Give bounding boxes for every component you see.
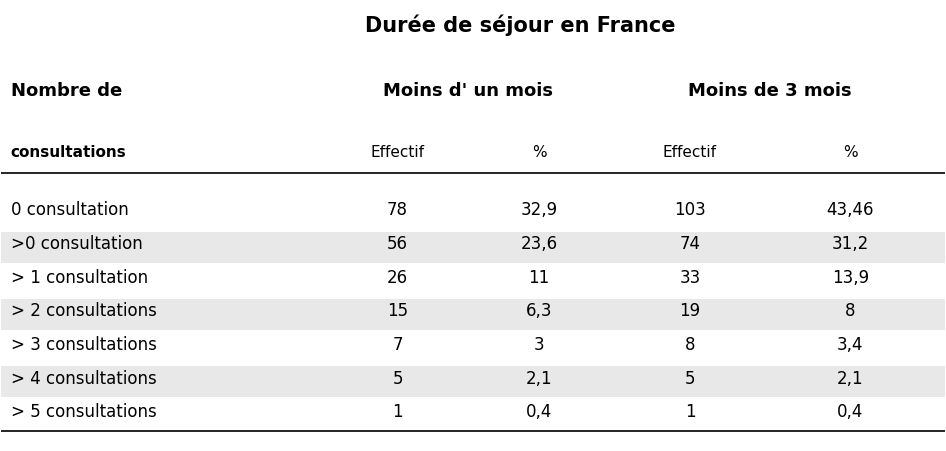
Text: Durée de séjour en France: Durée de séjour en France [365,15,675,36]
Text: Nombre de: Nombre de [10,82,122,100]
Text: 23,6: 23,6 [520,235,557,253]
Text: Moins d' un mois: Moins d' un mois [383,82,553,100]
Text: > 4 consultations: > 4 consultations [10,369,157,387]
Text: 0,4: 0,4 [526,403,552,420]
Text: 8: 8 [845,302,855,320]
Text: > 2 consultations: > 2 consultations [10,302,157,320]
Text: 5: 5 [685,369,695,387]
Text: consultations: consultations [10,145,127,160]
Text: >0 consultation: >0 consultation [10,235,143,253]
Text: 1: 1 [393,403,403,420]
Text: 31,2: 31,2 [832,235,869,253]
Text: 6,3: 6,3 [526,302,552,320]
Text: 7: 7 [393,335,403,353]
Text: 19: 19 [679,302,700,320]
Text: 2,1: 2,1 [837,369,864,387]
Text: Effectif: Effectif [371,145,425,160]
Text: %: % [532,145,547,160]
Text: 3,4: 3,4 [837,335,864,353]
Text: 2,1: 2,1 [526,369,552,387]
FancyBboxPatch shape [1,232,945,263]
Text: Moins de 3 mois: Moins de 3 mois [689,82,852,100]
Text: 15: 15 [387,302,408,320]
Text: 11: 11 [529,268,550,286]
Text: Effectif: Effectif [663,145,717,160]
Text: 32,9: 32,9 [520,201,557,219]
Text: 103: 103 [674,201,706,219]
Text: %: % [843,145,858,160]
Text: 8: 8 [685,335,695,353]
Text: > 1 consultation: > 1 consultation [10,268,148,286]
Text: 43,46: 43,46 [827,201,874,219]
Text: 13,9: 13,9 [832,268,868,286]
Text: 0 consultation: 0 consultation [10,201,129,219]
Text: 78: 78 [387,201,408,219]
Text: 56: 56 [387,235,408,253]
Text: 1: 1 [685,403,695,420]
Text: 33: 33 [679,268,701,286]
Text: 3: 3 [534,335,544,353]
Text: 5: 5 [393,369,403,387]
FancyBboxPatch shape [1,299,945,330]
Text: 74: 74 [679,235,700,253]
FancyBboxPatch shape [1,367,945,397]
Text: 26: 26 [387,268,408,286]
Text: > 3 consultations: > 3 consultations [10,335,157,353]
Text: > 5 consultations: > 5 consultations [10,403,157,420]
Text: 0,4: 0,4 [837,403,864,420]
